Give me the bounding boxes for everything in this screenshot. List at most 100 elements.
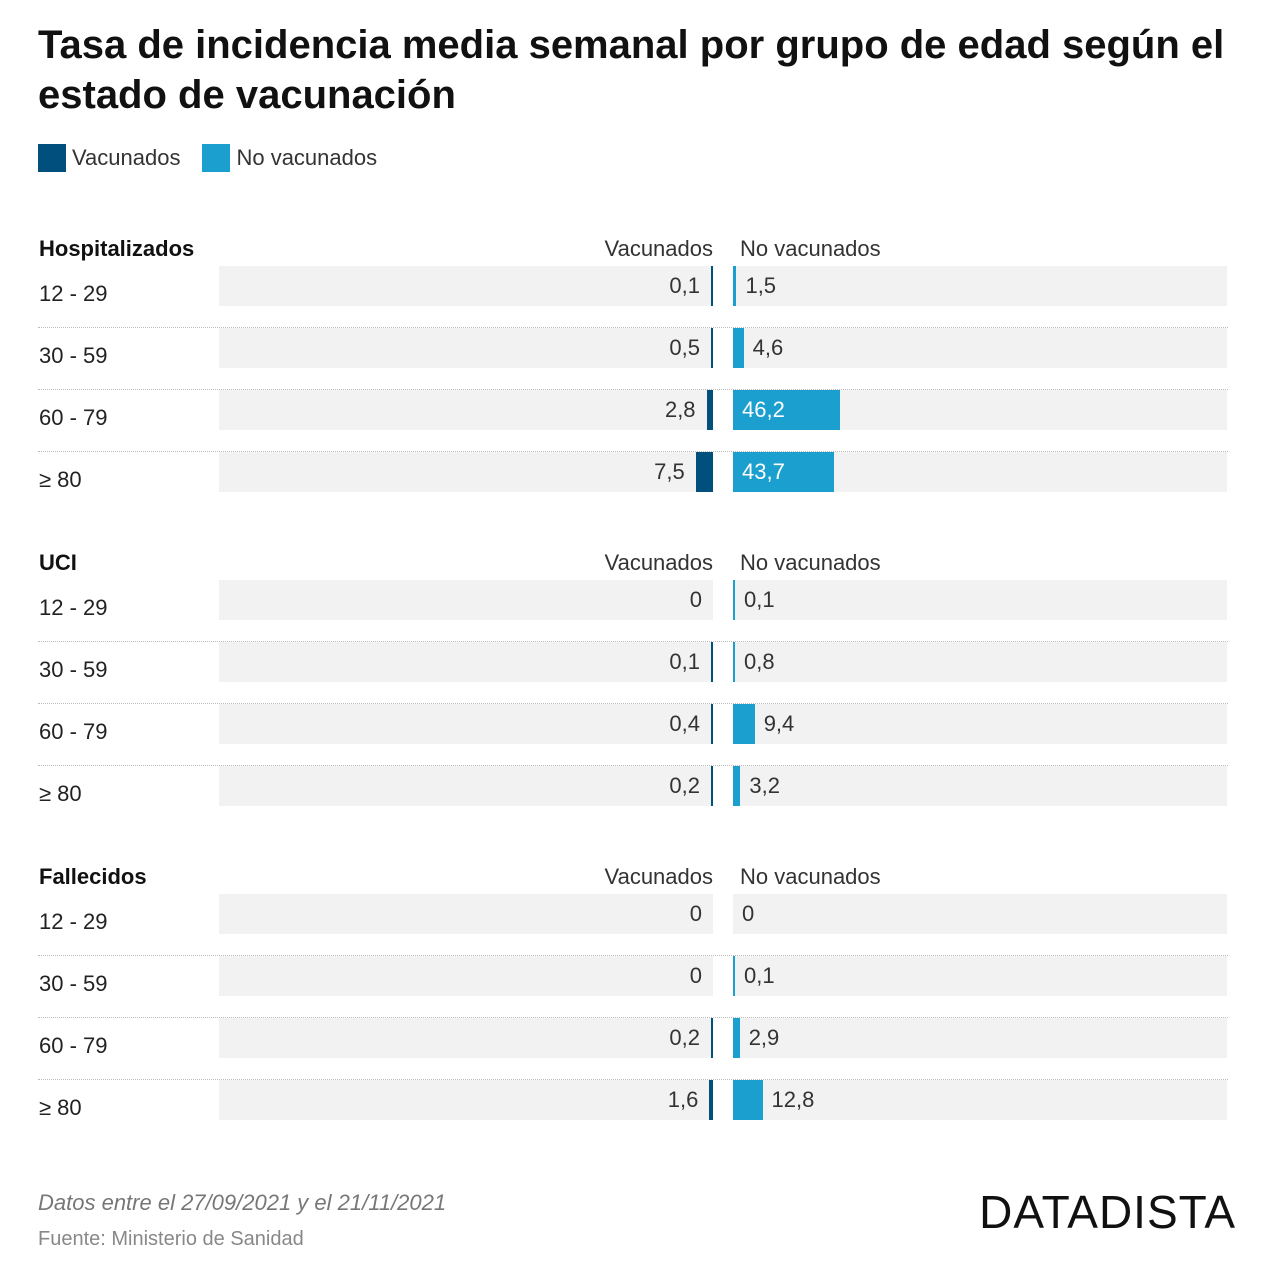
legend: Vacunados No vacunados (38, 143, 399, 173)
value-label-no-vacunados: 1,5 (745, 273, 777, 298)
column-header-no-vacunados: No vacunados (740, 236, 881, 261)
bar-vacunados (711, 266, 713, 306)
value-label-vacunados: 0 (689, 587, 702, 612)
bar-track-vacunados (219, 642, 713, 682)
value-label-no-vacunados: 3,2 (749, 773, 780, 798)
age-group-label: 30 - 59 (39, 657, 108, 682)
panel-header: Hospitalizados Vacunados No vacunados (38, 222, 1228, 266)
value-label-no-vacunados: 9,4 (763, 711, 795, 736)
bar-no-vacunados (733, 452, 834, 492)
age-group-label: 12 - 29 (39, 909, 108, 934)
bar-no-vacunados (733, 1080, 763, 1120)
age-group-label: ≥ 80 (39, 781, 82, 806)
age-group-label: 30 - 59 (39, 971, 108, 996)
bar-no-vacunados (733, 1018, 740, 1058)
bar-vacunados (709, 1080, 713, 1120)
panel-title: Fallecidos (39, 864, 147, 889)
legend-swatch-no-vacunados (202, 144, 231, 172)
panel-uci: UCI Vacunados No vacunados 12 - 29 0 0,1 30 - … (38, 536, 1228, 828)
bar-vacunados (695, 452, 713, 492)
value-label-vacunados: 7,5 (654, 459, 685, 484)
table-row: 60 - 79 2,8 46,2 (38, 390, 1228, 452)
legend-label-vacunados: Vacunados (72, 145, 181, 170)
value-label-no-vacunados: 0 (742, 901, 755, 926)
panel-title: UCI (39, 550, 77, 575)
bar-no-vacunados (733, 328, 744, 368)
bar-track-vacunados (219, 390, 713, 430)
bar-vacunados (706, 390, 713, 430)
source-note: Fuente: Ministerio de Sanidad (38, 1228, 304, 1250)
bar-track-vacunados (219, 328, 713, 368)
value-label-vacunados: 0,1 (669, 273, 700, 298)
table-row: ≥ 80 7,5 43,7 (38, 452, 1228, 514)
bar-track-vacunados (219, 266, 713, 306)
bar-vacunados (711, 704, 713, 744)
age-group-label: 60 - 79 (39, 405, 108, 430)
value-label-vacunados: 0 (689, 901, 702, 926)
bar-track-vacunados (219, 894, 713, 934)
column-header-vacunados: Vacunados (604, 550, 713, 575)
age-group-label: 30 - 59 (39, 343, 108, 368)
table-row: ≥ 80 1,6 12,8 (38, 1080, 1228, 1142)
column-header-vacunados: Vacunados (604, 236, 713, 261)
value-label-vacunados: 2,8 (664, 397, 696, 422)
bar-no-vacunados (733, 266, 737, 306)
bar-track-no-vacunados (733, 328, 1227, 368)
value-label-no-vacunados: 12,8 (771, 1087, 815, 1112)
legend-item-vacunados: Vacunados (38, 144, 180, 172)
value-label-vacunados: 1,6 (667, 1087, 699, 1112)
table-row: 60 - 79 0,4 9,4 (38, 704, 1228, 766)
age-group-label: ≥ 80 (39, 467, 82, 492)
bar-track-no-vacunados (733, 642, 1227, 682)
table-row: 60 - 79 0,2 2,9 (38, 1018, 1228, 1080)
bar-no-vacunados (733, 956, 735, 996)
value-label-no-vacunados: 0,8 (744, 649, 775, 674)
age-group-label: 60 - 79 (39, 719, 108, 744)
bar-track-no-vacunados (733, 580, 1227, 620)
bar-track-no-vacunados (733, 266, 1227, 306)
age-group-label: ≥ 80 (39, 1095, 82, 1120)
bar-track-vacunados (219, 1080, 713, 1120)
value-label-no-vacunados: 4,6 (752, 335, 784, 360)
column-header-no-vacunados: No vacunados (740, 550, 881, 575)
bar-vacunados (711, 1018, 713, 1058)
bar-no-vacunados (733, 766, 741, 806)
table-row: 30 - 59 0,5 4,6 (38, 328, 1228, 390)
value-label-vacunados: 0,2 (669, 773, 700, 798)
bar-track-vacunados (219, 956, 713, 996)
brand-logo: DATADISTA (979, 1186, 1236, 1238)
panel-fallecidos: Fallecidos Vacunados No vacunados 12 - 29 0 0… (38, 850, 1228, 1142)
value-label-vacunados: 0 (689, 963, 702, 988)
panel-header: Fallecidos Vacunados No vacunados (38, 850, 1228, 894)
table-row: 12 - 29 0 0 (38, 894, 1228, 956)
table-row: 30 - 59 0,1 0,8 (38, 642, 1228, 704)
bar-track-no-vacunados (733, 894, 1227, 934)
bar-vacunados (711, 642, 713, 682)
date-range-note: Datos entre el 27/09/2021 y el 21/11/202… (38, 1190, 447, 1215)
legend-swatch-vacunados (38, 144, 66, 172)
bar-vacunados (711, 328, 713, 368)
panel-header: UCI Vacunados No vacunados (38, 536, 1228, 580)
value-label-no-vacunados: 0,1 (744, 963, 775, 988)
value-label-vacunados: 0,2 (669, 1025, 700, 1050)
bar-track-vacunados (219, 580, 713, 620)
bar-track-no-vacunados (733, 1080, 1227, 1120)
value-label-vacunados: 0,1 (669, 649, 700, 674)
bar-track-vacunados (219, 704, 713, 744)
bar-no-vacunados (733, 704, 755, 744)
value-label-vacunados: 0,5 (669, 335, 700, 360)
bar-track-no-vacunados (733, 704, 1227, 744)
bar-track-vacunados (219, 1018, 713, 1058)
age-group-label: 12 - 29 (39, 281, 108, 306)
panel-title: Hospitalizados (39, 236, 195, 261)
value-label-no-vacunados: 2,9 (748, 1025, 780, 1050)
table-row: ≥ 80 0,2 3,2 (38, 766, 1228, 828)
value-label-vacunados: 0,4 (669, 711, 700, 736)
chart-title: Tasa de incidencia media semanal por gru… (38, 23, 1225, 117)
bar-track-no-vacunados (733, 1018, 1227, 1058)
column-header-no-vacunados: No vacunados (740, 864, 881, 889)
table-row: 30 - 59 0 0,1 (38, 956, 1228, 1018)
bar-vacunados (711, 766, 713, 806)
bar-track-vacunados (219, 766, 713, 806)
bar-no-vacunados (733, 580, 735, 620)
